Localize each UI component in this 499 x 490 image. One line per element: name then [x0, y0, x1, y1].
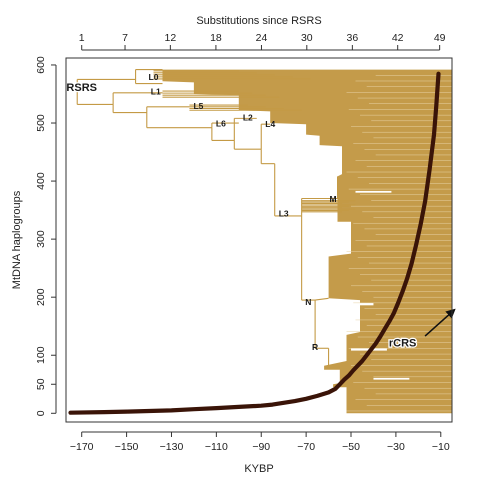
top-axis-title: Substitutions since RSRS: [196, 15, 321, 27]
x-tick-label: −90: [252, 441, 270, 453]
branch-label-rcrs: rCRS: [389, 338, 417, 350]
top-tick-label: 18: [210, 32, 222, 44]
x-tick-label: −10: [432, 441, 450, 453]
branch-label-l2: L2: [243, 113, 253, 123]
branch-label-rsrs: RSRS: [66, 82, 97, 94]
top-tick-label: 7: [122, 32, 128, 44]
branch-label-l6: L6: [216, 118, 226, 128]
tree-gap: [337, 302, 374, 306]
tree-gap: [373, 377, 410, 380]
series-line: [68, 71, 441, 415]
branch-label-l5: L5: [193, 101, 203, 111]
tree-leaf-fill: [162, 69, 452, 414]
y-tick-label: 500: [35, 114, 47, 132]
branch-label-l3: L3: [279, 208, 289, 218]
rcrs-arrow: [424, 308, 456, 337]
tree-branch: [315, 297, 329, 301]
y-tick-label: 300: [35, 230, 47, 248]
y-tick-label: 50: [35, 378, 47, 390]
y-tick-label: 200: [35, 288, 47, 306]
top-tick-label: 49: [434, 32, 446, 44]
branch-label-l1: L1: [151, 87, 161, 97]
branch-label-l4: L4: [265, 119, 275, 129]
x-tick-label: −50: [342, 441, 360, 453]
branch-label-l0: L0: [149, 72, 159, 82]
y-axis-title: MtDNA haplogroups: [11, 190, 23, 289]
y-tick-label: 600: [35, 56, 47, 74]
haplogroup-accumulation-curve: [68, 71, 456, 415]
branch-label-n: N: [305, 297, 311, 307]
top-tick-label: 24: [256, 32, 268, 44]
y-tick-label: 100: [35, 346, 47, 364]
x-tick-label: −150: [115, 441, 139, 453]
top-tick-label: 1: [79, 32, 85, 44]
tree-gap: [355, 190, 392, 193]
y-tick-label: 0: [35, 410, 47, 416]
top-tick-label: 12: [165, 32, 177, 44]
top-tick-label: 42: [392, 32, 404, 44]
y-tick-label: 400: [35, 172, 47, 190]
x-tick-label: −170: [70, 441, 94, 453]
x-axis-title: KYBP: [244, 463, 273, 475]
branch-label-r: R: [312, 342, 318, 352]
x-tick-label: −110: [205, 441, 228, 453]
x-tick-label: −130: [160, 441, 184, 453]
x-tick-label: −30: [387, 441, 405, 453]
x-tick-label: −70: [297, 441, 315, 453]
branch-label-m: M: [330, 194, 337, 204]
branch-labels: RSRS L0 L1 L5 L6 L2 L4 L3 M N R rCRS: [65, 72, 417, 352]
top-tick-label: 36: [347, 32, 359, 44]
plot-frame: [65, 57, 453, 423]
top-tick-label: 30: [301, 32, 313, 44]
phylogenetic-tree: [76, 69, 452, 414]
axes: −170 −150 −130 −110 −90 −70 −50 −30 −10 1 7 12 18 24 3…: [35, 32, 450, 453]
